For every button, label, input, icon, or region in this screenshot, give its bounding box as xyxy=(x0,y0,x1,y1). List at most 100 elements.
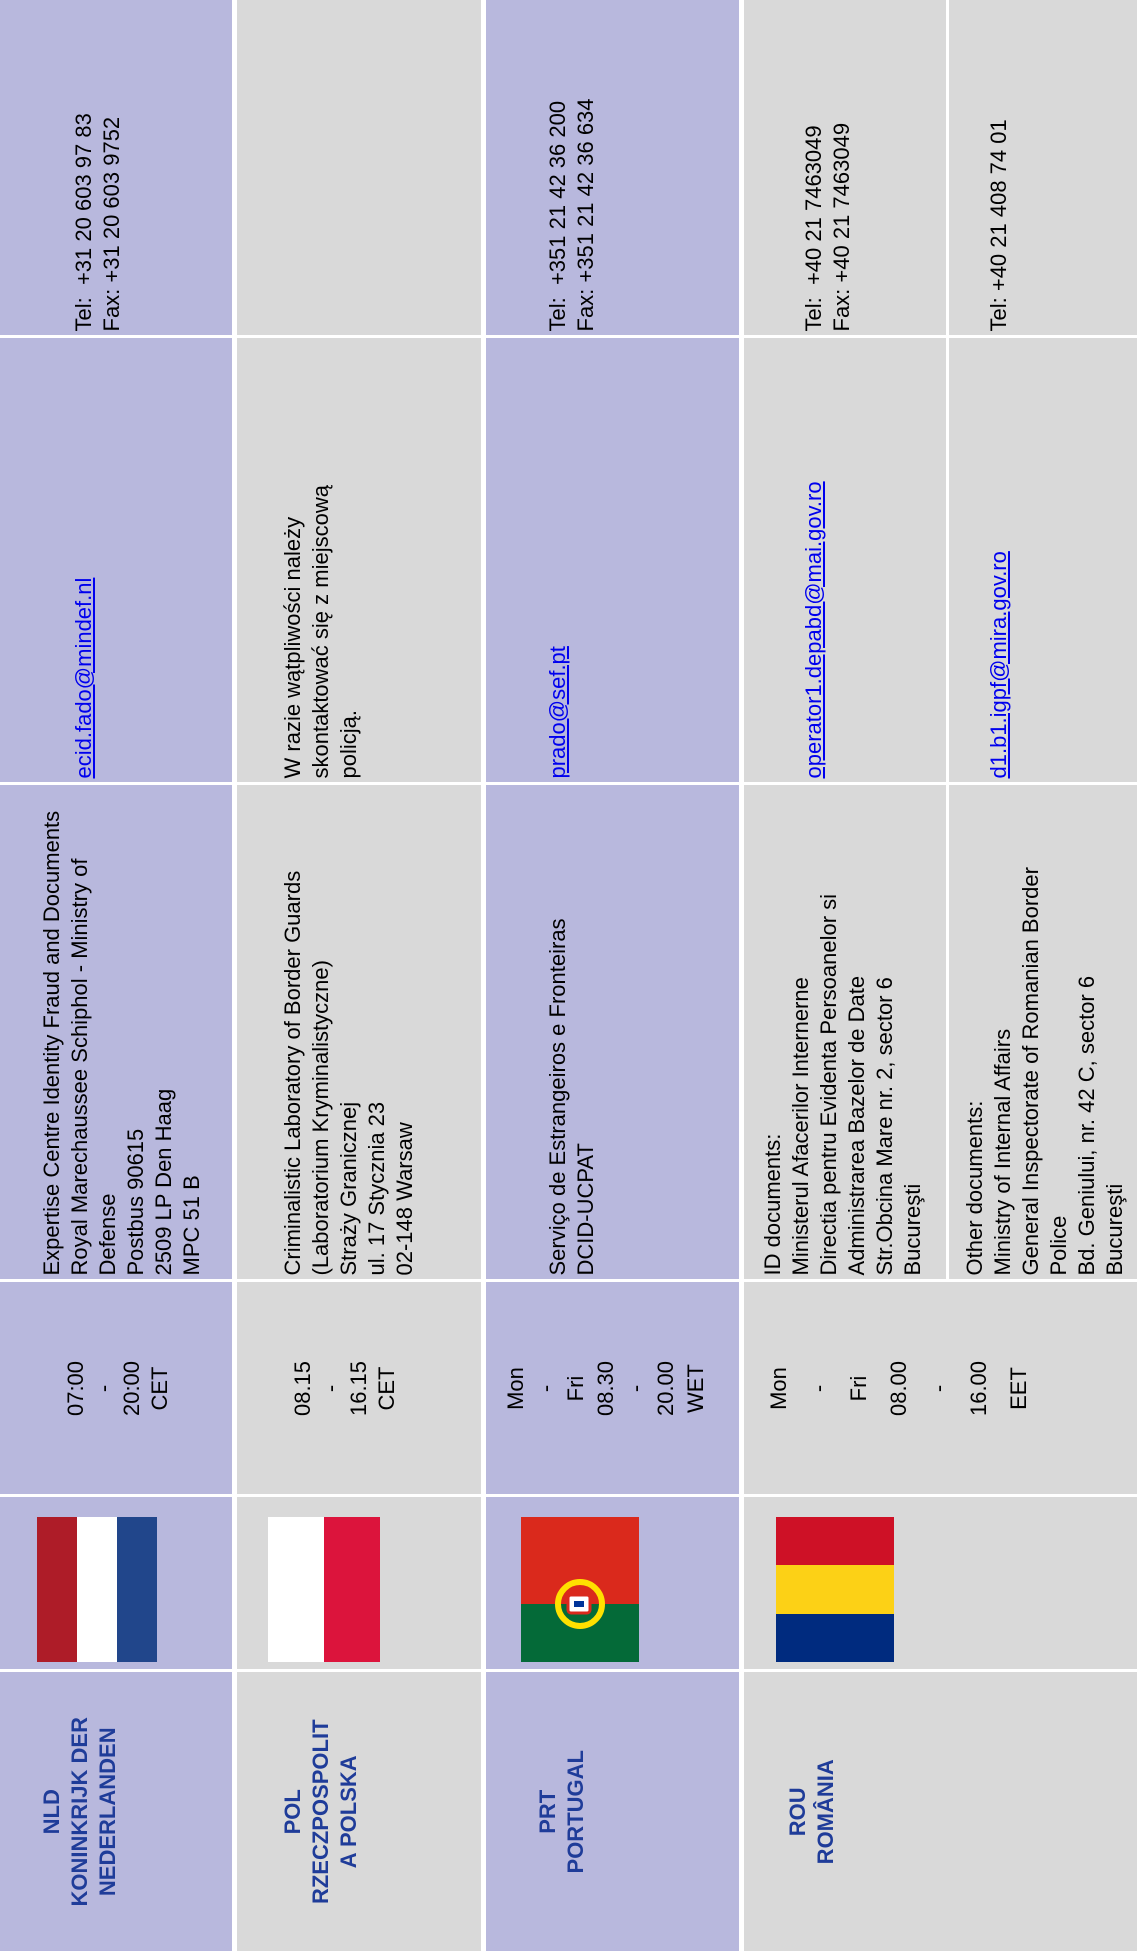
hours-line: - xyxy=(925,1384,951,1393)
hours-line: 07:00 xyxy=(63,1360,88,1417)
address-block: Ministerul Afacerilor Internerne Directia… xyxy=(787,786,927,1276)
country-name-line: A POLSKA xyxy=(335,1755,361,1869)
hours-line: CET xyxy=(147,1366,172,1411)
note-line: W razie wątpliwości należy xyxy=(279,516,305,779)
phone-line: Tel: +31 20 603 97 83 xyxy=(71,113,96,332)
address-line: Directia pentru Evidenta Persoanelor si xyxy=(815,893,841,1276)
country-name: ROMÂNIA xyxy=(812,1673,840,1951)
hours-line: WET xyxy=(682,1364,708,1413)
flag-stripe xyxy=(117,1517,157,1663)
address-line: MPC 51 B xyxy=(179,1175,204,1276)
hours-line: CET xyxy=(373,1366,399,1411)
flag-stripe xyxy=(267,1517,324,1663)
hours-line: 16.00 xyxy=(965,1360,991,1417)
hours-line: - xyxy=(532,1384,558,1393)
hours-line: 08.00 xyxy=(885,1360,911,1417)
address-line: Straży Granicznej xyxy=(335,1101,361,1276)
flag-cell xyxy=(741,1496,1139,1671)
hours-cell: 07:00-20:00 CET xyxy=(0,1281,234,1496)
email-cell: prado@sef.pt xyxy=(483,337,741,784)
country-code: NLD xyxy=(39,1789,64,1835)
phone-cell: Tel: +40 21 7463049 Fax: +40 21 7463049 xyxy=(741,0,947,337)
flag-cell xyxy=(234,1496,483,1671)
address-block: Straży Granicznej ul. 17 Stycznia 23 xyxy=(335,786,391,1276)
address-block: Serviço de Estrangeiros e Fronteiras DCID… xyxy=(544,786,600,1276)
hours-line: 20:00 xyxy=(119,1360,144,1417)
address-heading: Other documents: xyxy=(961,1100,987,1276)
address-line: Police xyxy=(1045,1215,1071,1276)
country-name-line: RZECZPOSPOLIT xyxy=(307,1719,333,1905)
country-name-line: NEDERLANDEN xyxy=(95,1727,120,1897)
phone-line: Tel: +40 21 408 74 01 xyxy=(985,119,1011,332)
address-line: Criminalistic Laboratory of Border Guard… xyxy=(279,870,305,1276)
address-heading: ID documents: xyxy=(759,1133,785,1276)
email-cell: W razie wątpliwości należy skontaktować s… xyxy=(234,337,483,784)
hours-line: Mon xyxy=(502,1367,528,1410)
flag xyxy=(520,1517,639,1663)
note-line: skontaktować się z miejscową xyxy=(307,485,333,779)
hours-line: - xyxy=(622,1384,648,1393)
hours-line: - xyxy=(805,1384,831,1393)
country-code: POL xyxy=(279,1789,305,1835)
flag-shield-inner xyxy=(573,1601,584,1608)
address-line: Administrarea Bazelor de Date xyxy=(843,975,869,1276)
address-line: Bd. Geniului, nr. 42 C, sector 6 xyxy=(1073,975,1099,1276)
country-cell: NLD KONINKRIJK DER NEDERLANDEN xyxy=(0,1671,234,1951)
country-name: RZECZPOSPOLIT A POLSKA xyxy=(307,1673,363,1951)
address-line: DCID-UCPAT xyxy=(572,1143,598,1276)
hours-line: Fri xyxy=(845,1375,871,1402)
email-cell: ecid.fado@mindef.nl xyxy=(0,337,234,784)
country-code: PRT xyxy=(534,1789,560,1834)
email-link[interactable]: d1.b1.igpf@mira.gov.ro xyxy=(985,551,1011,779)
hours-cell: Mon - Fri 08.00 - 16.00 EET xyxy=(741,1281,1139,1496)
country-name-line: KONINKRIJK DER xyxy=(67,1717,92,1907)
flag-stripe xyxy=(323,1517,380,1663)
email-link[interactable]: operator1.depabd@mai.gov.ro xyxy=(800,481,826,779)
country-cell: PRT PORTUGAL xyxy=(483,1671,741,1951)
address-line: Expertise Centre Identity Fraud and Docu… xyxy=(39,810,64,1276)
phone-cell: Tel: +40 21 408 74 01 xyxy=(947,0,1139,337)
flag-cell xyxy=(0,1496,234,1671)
country-cell: ROU ROMÂNIA xyxy=(741,1671,1139,1951)
flag xyxy=(267,1517,380,1663)
phone-cell: Tel: +31 20 603 97 83 Fax: +31 20 603 975… xyxy=(0,0,234,337)
address-cell: Expertise Centre Identity Fraud and Docu… xyxy=(0,784,234,1281)
hours-line: EET xyxy=(1005,1367,1031,1410)
flag-cell xyxy=(483,1496,741,1671)
table-row: ROU ROMÂNIA Mon - Fri 08.00 - 16.00 EET ID docume… xyxy=(741,0,1139,1951)
address-line: Ministerul Afacerilor Internerne xyxy=(787,977,813,1276)
hours-line: 08.15 xyxy=(289,1360,315,1417)
address-block: Expertise Centre Identity Fraud and Docu… xyxy=(38,786,206,1276)
address-cell: ID documents: Ministerul Afacerilor Inter… xyxy=(741,784,947,1281)
country-name-line: ROMÂNIA xyxy=(812,1759,838,1865)
address-line: Ministry of Internal Affairs xyxy=(989,1028,1015,1276)
phone-line: Fax: +351 21 42 36 634 xyxy=(572,98,598,332)
flag xyxy=(37,1517,157,1663)
country-name: PORTUGAL xyxy=(562,1673,590,1951)
flag-stripe xyxy=(37,1517,77,1663)
address-line: 02-148 Warsaw xyxy=(391,1122,417,1276)
table-row: PRT PORTUGAL Mon - Fri 08.30-20.00 WET Serviço … xyxy=(483,0,741,1951)
address-line: Serviço de Estrangeiros e Fronteiras xyxy=(544,918,570,1276)
phone-line: Tel: +40 21 7463049 xyxy=(800,125,826,332)
hours-cell: 08.15-16.15 CET xyxy=(234,1281,483,1496)
table-row: NLD KONINKRIJK DER NEDERLANDEN 07:00-20:00 C… xyxy=(0,0,234,1951)
hours-line: 20.00 xyxy=(652,1360,678,1417)
email-link[interactable]: ecid.fado@mindef.nl xyxy=(71,577,96,779)
email-link[interactable]: prado@sef.pt xyxy=(544,646,570,779)
phone-cell: Tel: +351 21 42 36 200 Fax: +351 21 42 36… xyxy=(483,0,741,337)
address-line: Defense xyxy=(95,1193,120,1276)
hours-line: 16.15 xyxy=(345,1360,371,1417)
country-cell: POL RZECZPOSPOLIT A POLSKA xyxy=(234,1671,483,1951)
flag xyxy=(775,1517,894,1663)
hours-line: Fri xyxy=(562,1375,588,1402)
phone-line: Tel: +351 21 42 36 200 xyxy=(544,100,570,332)
address-line: Royal Marechaussee Schiphol - Ministry o… xyxy=(67,858,92,1276)
hours-line: 08.30 xyxy=(592,1360,618,1417)
flag-stripe xyxy=(775,1517,894,1566)
address-block: 02-148 Warsaw xyxy=(391,786,419,1276)
address-line: Postbus 90615 xyxy=(123,1128,148,1276)
phone-line: Fax: +40 21 7463049 xyxy=(828,122,854,332)
